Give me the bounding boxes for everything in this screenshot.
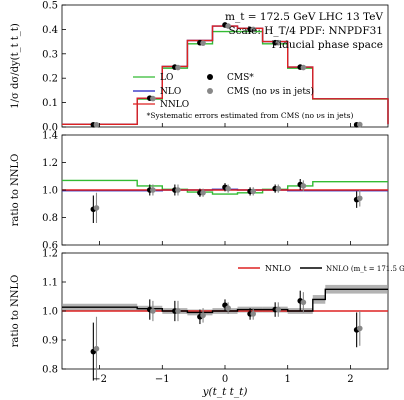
y-ticks: 0.8 0.9 1.0 1.1 1.2 bbox=[42, 249, 66, 376]
y-ticks: 0.6 0.8 1.0 1.2 1.4 bbox=[42, 131, 66, 252]
legend-label-cms: CMS* bbox=[227, 73, 254, 83]
data-point bbox=[250, 311, 257, 317]
data-point bbox=[200, 189, 206, 196]
x-tick-label: 2 bbox=[347, 374, 353, 385]
y-tick-label: 1.1 bbox=[42, 278, 58, 289]
data-point bbox=[250, 26, 257, 33]
y-tick-label: 1.4 bbox=[42, 131, 58, 142]
data-point bbox=[356, 195, 363, 202]
annotation-scale: Scale: H_T/4 PDF: NNPDF31 bbox=[228, 25, 383, 37]
series-step-nnlo-m-t-171-5-gev- bbox=[62, 288, 388, 314]
data-point bbox=[250, 188, 257, 195]
legend: NNLO NNLO (m_t = 171.5 GeV) bbox=[238, 264, 404, 273]
data-point bbox=[356, 121, 363, 128]
y-tick-label: 1.2 bbox=[42, 158, 58, 169]
x-tick-label: −2 bbox=[92, 374, 107, 385]
data-point bbox=[175, 308, 181, 314]
data-point bbox=[225, 305, 231, 311]
y-ticks: 0.0 0.1 0.2 0.3 0.4 0.5 bbox=[42, 1, 66, 134]
legend: LO NLO NNLO CMS* CMS (no νs in jets) bbox=[133, 73, 314, 110]
data-points bbox=[90, 179, 363, 223]
y-axis-label: ratio to NNLO bbox=[10, 154, 21, 227]
ratio-panel-orders: 0.6 0.8 1.0 1.2 1.4 ratio to NNLO bbox=[10, 131, 389, 252]
y-tick-label: 1.0 bbox=[42, 307, 58, 318]
data-point bbox=[93, 345, 100, 352]
data-point bbox=[175, 187, 181, 193]
x-ticks: −2 −1 0 1 2 bbox=[92, 123, 354, 385]
x-tick-label: −1 bbox=[155, 374, 170, 385]
y-axis-label: ratio to NNLO bbox=[10, 275, 21, 348]
annotation-systematics: *Systematic errors estimated from CMS (n… bbox=[147, 111, 354, 120]
data-point bbox=[93, 205, 100, 211]
data-point bbox=[175, 64, 181, 71]
data-point bbox=[300, 183, 307, 189]
y-tick-label: 0.4 bbox=[42, 25, 58, 36]
data-point bbox=[225, 23, 231, 29]
y-tick-label: 0.2 bbox=[42, 74, 58, 85]
histograms bbox=[62, 25, 389, 125]
data-point bbox=[356, 325, 363, 332]
data-points bbox=[90, 22, 363, 128]
data-points bbox=[90, 290, 363, 381]
y-tick-label: 0.8 bbox=[42, 213, 58, 224]
distribution-panel: 0.0 0.1 0.2 0.3 0.4 0.5 1/σ dσ/dy(t_t t_t) m_… bbox=[10, 1, 389, 134]
legend-label-cms-no-nu: CMS (no νs in jets) bbox=[227, 86, 314, 97]
y-tick-label: 0.5 bbox=[42, 1, 58, 12]
legend-label-nnlo: NNLO bbox=[160, 100, 189, 110]
y-tick-label: 0.3 bbox=[42, 49, 58, 60]
ratio-panel-mass: 0.8 0.9 1.0 1.1 1.2 −2 −1 0 1 2 ratio to NNLO y(… bbox=[10, 123, 404, 398]
series-step-lo bbox=[62, 179, 388, 195]
data-point bbox=[150, 95, 156, 102]
data-point bbox=[300, 64, 307, 71]
y-tick-label: 0.9 bbox=[42, 336, 58, 347]
data-point bbox=[200, 40, 206, 46]
y-axis-label: 1/σ dσ/dy(t_t t_t) bbox=[10, 23, 21, 109]
data-point bbox=[300, 299, 307, 306]
data-point bbox=[225, 185, 231, 192]
y-tick-label: 0.8 bbox=[42, 365, 58, 376]
data-point bbox=[150, 187, 156, 193]
x-tick-label: 0 bbox=[222, 374, 228, 385]
y-tick-label: 0.6 bbox=[42, 241, 58, 252]
data-point bbox=[275, 306, 282, 313]
legend-label-nlo: NLO bbox=[160, 87, 181, 97]
data-point bbox=[275, 185, 282, 192]
legend-marker-cms bbox=[207, 74, 213, 80]
legend-label-nnlo-mt: NNLO (m_t = 171.5 GeV) bbox=[326, 265, 404, 273]
x-axis-label: y(t_t t_t) bbox=[202, 386, 248, 398]
legend-label-lo: LO bbox=[160, 73, 173, 83]
data-point bbox=[150, 308, 156, 314]
legend-marker-cms-no-nu bbox=[207, 88, 213, 94]
annotation-phase-space: Fiducial phase space bbox=[272, 39, 383, 51]
series-step-nnlo bbox=[62, 25, 389, 125]
legend-label-nnlo: NNLO bbox=[265, 264, 291, 273]
x-tick-label: 1 bbox=[285, 374, 291, 385]
y-tick-label: 1.2 bbox=[42, 249, 58, 260]
y-tick-label: 1.0 bbox=[42, 186, 58, 197]
data-point bbox=[93, 121, 100, 128]
y-tick-label: 0.1 bbox=[42, 98, 58, 109]
data-point bbox=[200, 312, 206, 319]
data-point bbox=[275, 39, 282, 46]
y-tick-label: 0.0 bbox=[42, 123, 58, 134]
annotation-mass: m_t = 172.5 GeV LHC 13 TeV bbox=[225, 11, 383, 23]
